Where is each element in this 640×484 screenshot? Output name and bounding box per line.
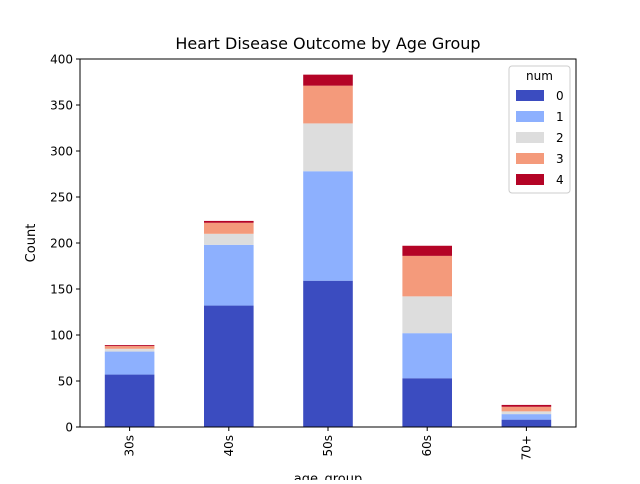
legend-label-3: 3 xyxy=(556,152,564,166)
bar-30s-num-2 xyxy=(104,348,155,352)
bar-70+-num-2 xyxy=(501,411,552,415)
x-tick-label: 50s xyxy=(321,435,335,457)
bar-50s-num-0 xyxy=(303,280,353,427)
y-tick-label: 350 xyxy=(50,99,73,113)
y-tick-label: 50 xyxy=(58,375,73,389)
bar-40s-num-3 xyxy=(204,222,254,234)
bar-60s-num-4 xyxy=(402,245,452,256)
y-tick-label: 300 xyxy=(50,145,73,159)
bar-50s-num-1 xyxy=(303,171,353,281)
x-tick-label: 70+ xyxy=(519,435,533,460)
bar-30s-num-3 xyxy=(104,346,155,349)
bar-70+-num-0 xyxy=(501,419,552,427)
legend-label-2: 2 xyxy=(556,131,564,145)
legend-label-1: 1 xyxy=(556,110,564,124)
x-tick-label: 30s xyxy=(123,435,137,457)
bars-group xyxy=(104,74,552,427)
bar-30s-num-4 xyxy=(104,345,155,347)
bar-50s-num-4 xyxy=(303,74,353,86)
bar-70+-num-3 xyxy=(501,406,552,412)
x-axis-label: age_group xyxy=(294,472,362,480)
y-tick-label: 200 xyxy=(50,237,73,251)
bar-40s-num-2 xyxy=(204,233,254,245)
plot-frame xyxy=(79,58,577,428)
y-tick-label: 400 xyxy=(50,53,73,67)
bar-60s-num-2 xyxy=(402,296,452,334)
bar-40s-num-4 xyxy=(204,220,254,223)
legend-title: num xyxy=(526,69,553,83)
y-tick-label: 100 xyxy=(50,329,73,343)
legend-swatch-2 xyxy=(516,132,544,143)
x-tick-label: 60s xyxy=(420,435,434,457)
x-tick-label: 40s xyxy=(222,435,236,457)
bar-30s-num-1 xyxy=(104,351,155,375)
legend-label-4: 4 xyxy=(556,173,564,187)
bar-60s-num-0 xyxy=(402,378,452,427)
bar-70+-num-1 xyxy=(501,414,552,420)
bar-70+-num-4 xyxy=(501,404,552,407)
legend-swatch-3 xyxy=(516,153,544,164)
chart-title: Heart Disease Outcome by Age Group xyxy=(175,34,480,53)
bar-30s-num-0 xyxy=(104,374,155,427)
legend-swatch-4 xyxy=(516,174,544,185)
y-tick-label: 150 xyxy=(50,283,73,297)
y-tick-label: 0 xyxy=(65,421,73,435)
bar-60s-num-3 xyxy=(402,255,452,297)
bar-50s-num-2 xyxy=(303,123,353,172)
y-tick-label: 250 xyxy=(50,191,73,205)
bar-60s-num-1 xyxy=(402,333,452,379)
y-axis-label: Count xyxy=(24,224,39,263)
bar-50s-num-3 xyxy=(303,85,353,124)
bar-40s-num-0 xyxy=(204,305,254,427)
bar-40s-num-1 xyxy=(204,244,254,306)
legend-swatch-1 xyxy=(516,111,544,122)
legend-label-0: 0 xyxy=(556,89,564,103)
legend-swatch-0 xyxy=(516,90,544,101)
x-axis: 30s 40s 50s 60s 70+ xyxy=(123,427,533,460)
y-axis: 0 50 100 150 200 250 300 350 400 xyxy=(50,53,80,435)
